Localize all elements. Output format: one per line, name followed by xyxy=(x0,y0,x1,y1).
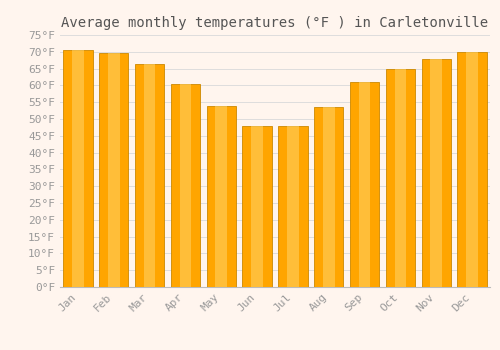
Bar xyxy=(287,126,299,287)
Bar xyxy=(63,50,92,287)
Bar xyxy=(99,54,128,287)
Bar xyxy=(206,106,236,287)
Bar xyxy=(314,107,344,287)
Bar xyxy=(458,52,487,287)
Bar xyxy=(108,54,120,287)
Bar xyxy=(170,84,200,287)
Bar xyxy=(323,107,334,287)
Bar xyxy=(144,64,156,287)
Bar xyxy=(135,64,164,287)
Bar xyxy=(358,82,370,287)
Bar xyxy=(350,82,380,287)
Bar xyxy=(216,106,227,287)
Bar xyxy=(251,126,263,287)
Bar xyxy=(466,52,478,287)
Bar xyxy=(422,58,451,287)
Bar xyxy=(278,126,308,287)
Bar xyxy=(72,50,84,287)
Bar xyxy=(394,69,406,287)
Bar xyxy=(242,126,272,287)
Bar xyxy=(430,58,442,287)
Bar xyxy=(386,69,415,287)
Bar xyxy=(180,84,192,287)
Title: Average monthly temperatures (°F ) in Carletonville: Average monthly temperatures (°F ) in Ca… xyxy=(62,16,488,30)
